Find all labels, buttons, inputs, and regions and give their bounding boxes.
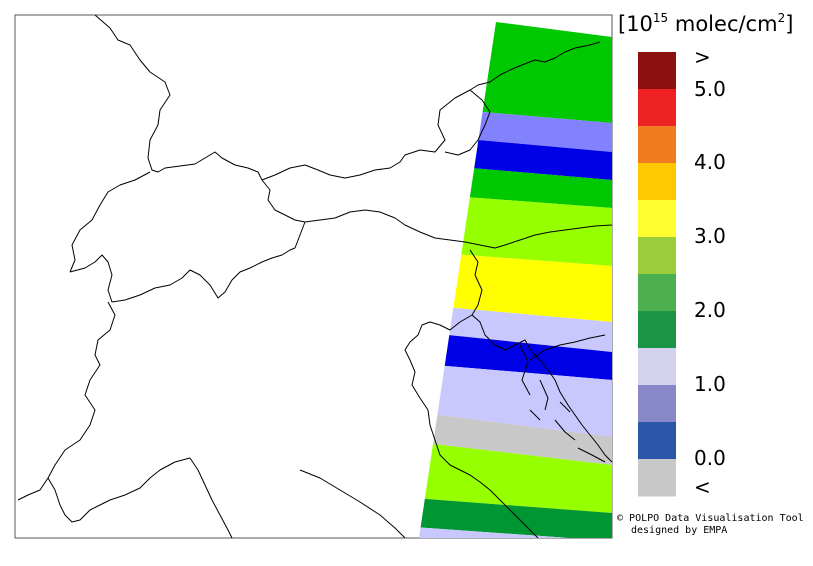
swath-band [419, 526, 612, 538]
border-bavaria [444, 89, 491, 156]
colorbar-swatch [638, 274, 676, 312]
colorbar-tick-label: 3.0 [694, 224, 726, 248]
swath-band [419, 497, 612, 538]
swath-band [419, 303, 612, 352]
coast-adriatic-west [404, 314, 539, 538]
swath-band [419, 362, 612, 437]
colorbar-swatch [638, 52, 676, 90]
colorbar-tick-label: 0.0 [694, 446, 726, 470]
border-swiss-italy [69, 247, 296, 303]
colorbar-swatch [638, 311, 676, 349]
coast-tuscany [189, 457, 233, 538]
border-inland-east [529, 334, 606, 361]
colorbar-tick-label: 5.0 [694, 77, 726, 101]
border-swiss-east [261, 179, 306, 249]
border-austria-italy [304, 209, 612, 249]
colorbar-tick-label: > [694, 45, 711, 69]
border-france-germany [94, 15, 263, 181]
colorbar-swatch [638, 459, 676, 497]
colorbar-swatch [638, 237, 676, 275]
country-borders [17, 15, 612, 538]
credit-line-2: designed by EMPA [631, 525, 727, 536]
border-inland-central [299, 469, 406, 538]
colorbar-swatch [638, 385, 676, 423]
border-swiss-north [69, 171, 151, 273]
border-france-italy [17, 301, 116, 501]
border-italy-slovenia [469, 249, 483, 316]
swath-band [419, 440, 612, 513]
colorbar-labels: >5.0 4.0 3.0 2.0 1.0 0.0 < [694, 45, 726, 499]
colorbar-tick-label: < [694, 475, 711, 499]
swath-band [419, 330, 612, 380]
colorbar-swatch [638, 348, 676, 386]
colorbar-swatch [638, 89, 676, 127]
colorbar-tick-label: 1.0 [694, 372, 726, 396]
colorbar-unit: [1015 molec/cm2] [618, 11, 793, 36]
coast-adriatic-east [471, 314, 612, 463]
colorbar-swatch [638, 126, 676, 164]
colorbar-swatch [638, 200, 676, 238]
swath-band [419, 410, 612, 465]
colorbar-tick-label: 4.0 [694, 150, 726, 174]
islands-dalmatia [519, 344, 606, 463]
credit-line-1: © POLPO Data Visualisation Tool [617, 513, 804, 524]
coast-ligurian [47, 457, 191, 523]
colorbar-swatch [638, 422, 676, 460]
colorbar-swatch [638, 163, 676, 201]
colorbar-tick-label: 2.0 [694, 298, 726, 322]
border-germany-austria [261, 41, 601, 181]
colorbar [638, 52, 676, 497]
